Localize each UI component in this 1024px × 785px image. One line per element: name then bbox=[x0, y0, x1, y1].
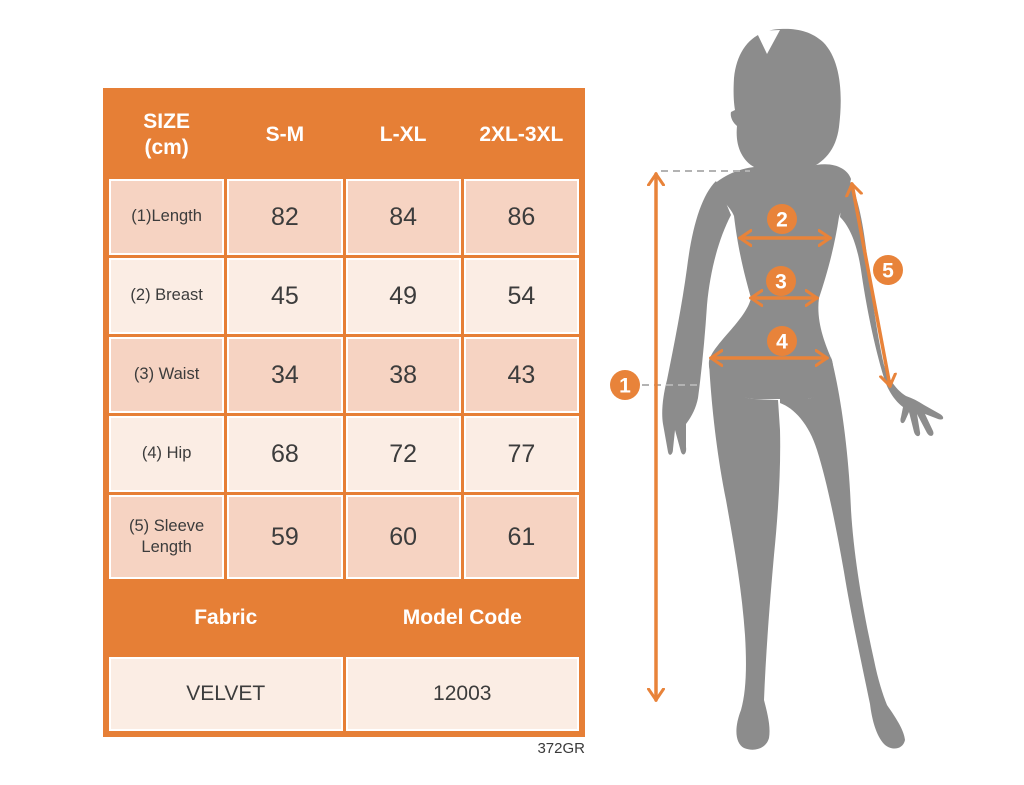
model-code-header: Model Code bbox=[345, 582, 579, 654]
measure-badges: 1 2 3 4 5 bbox=[610, 204, 903, 400]
silhouette-right-arm bbox=[840, 173, 944, 437]
cell-sleeve-2xl-3xl: 61 bbox=[463, 495, 579, 579]
silhouette-head bbox=[730, 28, 841, 174]
badge-5: 5 bbox=[873, 255, 903, 285]
cell-sleeve-s-m: 59 bbox=[227, 495, 343, 579]
silhouette-left-leg bbox=[709, 362, 781, 750]
table-row-waist: (3) Waist 34 38 43 bbox=[109, 337, 579, 413]
sleeve-arrow bbox=[852, 184, 890, 386]
badge-1: 1 bbox=[610, 370, 640, 400]
cell-waist-s-m: 34 bbox=[227, 337, 343, 413]
table-row-sleeve-length: (5) Sleeve Length 59 60 61 bbox=[109, 495, 579, 579]
badge-3: 3 bbox=[766, 266, 796, 296]
cell-length-2xl-3xl: 86 bbox=[463, 179, 579, 255]
table-header-row: SIZE (cm) S-M L-XL 2XL-3XL bbox=[109, 94, 579, 176]
fabric-header: Fabric bbox=[109, 582, 343, 654]
badge-4-number: 4 bbox=[776, 331, 788, 354]
cell-sleeve-l-xl: 60 bbox=[345, 495, 461, 579]
body-silhouette bbox=[662, 28, 944, 750]
badge-2: 2 bbox=[767, 204, 797, 234]
cell-length-s-m: 82 bbox=[227, 179, 343, 255]
row-label-breast: (2) Breast bbox=[109, 258, 225, 334]
silhouette-left-arm bbox=[662, 181, 731, 455]
cell-breast-s-m: 45 bbox=[227, 258, 343, 334]
col-header-2xl-3xl: 2XL-3XL bbox=[463, 94, 579, 176]
table-row-hip: (4) Hip 68 72 77 bbox=[109, 416, 579, 492]
badge-3-number: 3 bbox=[775, 271, 787, 294]
col-header-size-label: SIZE (cm) bbox=[143, 109, 190, 159]
cell-hip-s-m: 68 bbox=[227, 416, 343, 492]
row-label-sleeve-length: (5) Sleeve Length bbox=[109, 495, 225, 579]
table-footer-header-row: Fabric Model Code bbox=[109, 582, 579, 654]
table-footer-value-row: VELVET 12003 bbox=[109, 657, 579, 731]
fabric-value: VELVET bbox=[109, 657, 343, 731]
cell-length-l-xl: 84 bbox=[345, 179, 461, 255]
cell-waist-2xl-3xl: 43 bbox=[463, 337, 579, 413]
badge-1-number: 1 bbox=[619, 375, 631, 398]
badge-2-number: 2 bbox=[776, 209, 788, 232]
size-table: SIZE (cm) S-M L-XL 2XL-3XL (1)Length 82 … bbox=[103, 88, 585, 737]
weight-note: 372GR bbox=[537, 740, 585, 757]
col-header-size: SIZE (cm) bbox=[109, 94, 225, 176]
row-label-length: (1)Length bbox=[109, 179, 225, 255]
badge-5-number: 5 bbox=[882, 260, 894, 283]
silhouette-right-leg bbox=[780, 357, 905, 749]
cell-breast-2xl-3xl: 54 bbox=[463, 258, 579, 334]
model-code-value: 12003 bbox=[345, 657, 579, 731]
measurement-diagram: 1 2 3 4 5 bbox=[610, 28, 944, 750]
row-label-waist: (3) Waist bbox=[109, 337, 225, 413]
cell-hip-l-xl: 72 bbox=[345, 416, 461, 492]
col-header-l-xl: L-XL bbox=[345, 94, 461, 176]
row-label-hip: (4) Hip bbox=[109, 416, 225, 492]
guide-dashes bbox=[642, 170, 750, 386]
table-row-breast: (2) Breast 45 49 54 bbox=[109, 258, 579, 334]
table-row-length: (1)Length 82 84 86 bbox=[109, 179, 579, 255]
measure-arrows bbox=[656, 174, 890, 700]
cell-breast-l-xl: 49 bbox=[345, 258, 461, 334]
col-header-s-m: S-M bbox=[227, 94, 343, 176]
cell-waist-l-xl: 38 bbox=[345, 337, 461, 413]
hair-parting bbox=[756, 30, 780, 54]
badge-4: 4 bbox=[767, 326, 797, 356]
cell-hip-2xl-3xl: 77 bbox=[463, 416, 579, 492]
